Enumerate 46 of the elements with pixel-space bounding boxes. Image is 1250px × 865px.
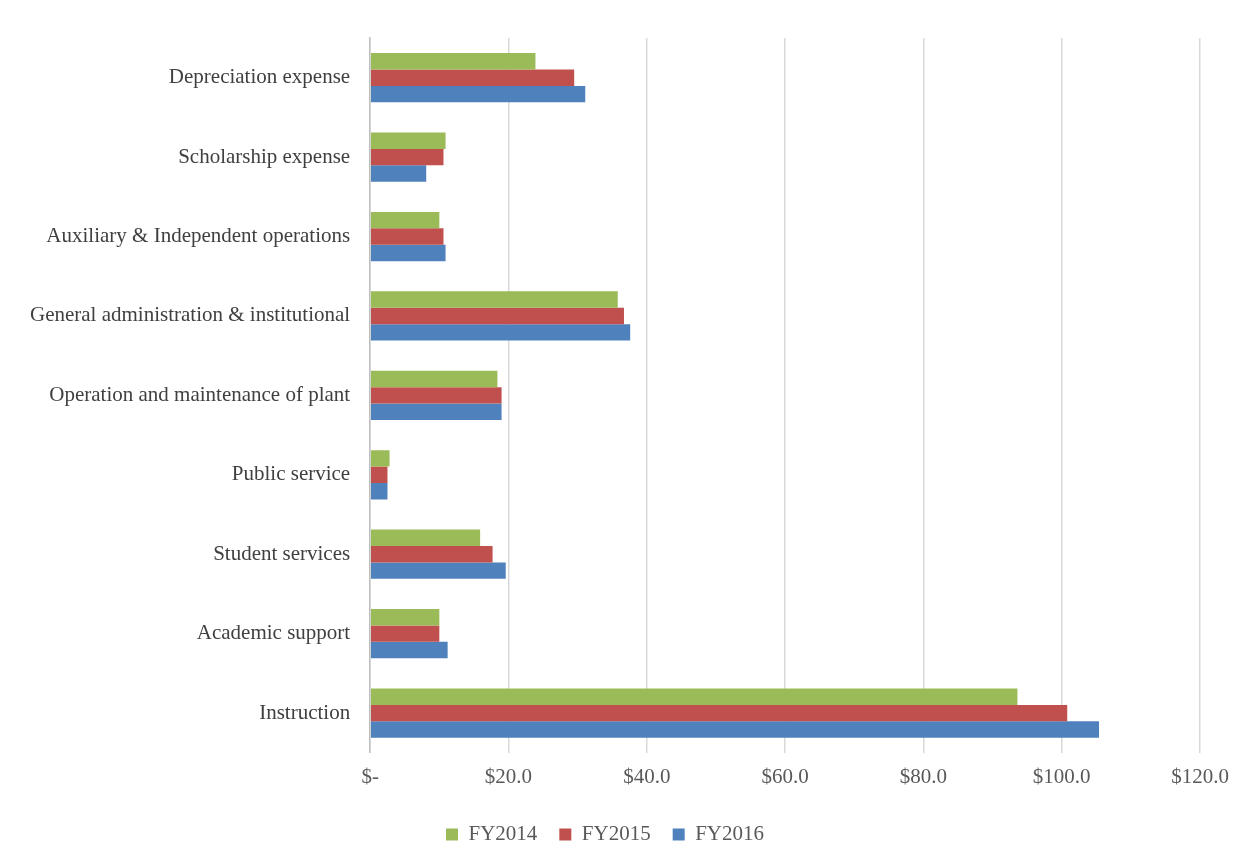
bar xyxy=(370,562,506,579)
bar xyxy=(370,291,618,308)
y-tick-label: Public service xyxy=(231,461,351,486)
bar xyxy=(370,324,631,341)
x-tick-label: $80.0 xyxy=(899,763,948,788)
y-tick-label: Instruction xyxy=(259,699,351,724)
x-tick-label: $- xyxy=(361,763,379,788)
bar xyxy=(370,370,498,388)
bar xyxy=(370,625,440,642)
x-tick-label: $40.0 xyxy=(623,763,671,788)
bar xyxy=(370,228,444,245)
bar xyxy=(370,307,624,325)
bar xyxy=(370,704,1068,722)
y-tick-label: General administration & institutional xyxy=(29,302,351,327)
x-tick-label: $120.0 xyxy=(1171,763,1229,788)
y-tick-label: Operation and maintenance of plant xyxy=(49,381,351,406)
bar xyxy=(370,688,1018,705)
bar xyxy=(370,450,390,467)
bar xyxy=(370,148,444,166)
x-tick-label: $20.0 xyxy=(484,763,533,788)
bar xyxy=(370,69,575,86)
legend-label: FY2014 xyxy=(468,821,538,846)
bar xyxy=(370,244,446,262)
bar xyxy=(370,403,502,421)
x-tick-label: $60.0 xyxy=(761,763,809,788)
bar xyxy=(370,529,481,547)
y-tick-label: Depreciation expense xyxy=(168,64,351,89)
bar xyxy=(370,483,388,500)
bar xyxy=(370,609,440,626)
bar xyxy=(370,211,440,229)
bar xyxy=(370,85,586,103)
y-tick-label: Scholarship expense xyxy=(178,143,351,168)
bar xyxy=(370,466,388,484)
y-tick-label: Auxiliary & Independent operations xyxy=(46,223,351,248)
x-tick-label: $100.0 xyxy=(1032,763,1091,788)
bar xyxy=(370,165,427,182)
bar xyxy=(370,546,493,563)
bar xyxy=(370,132,446,149)
bar xyxy=(370,721,1100,738)
bar xyxy=(370,387,502,404)
y-tick-label: Student services xyxy=(213,540,351,565)
bar xyxy=(370,641,448,659)
legend-label: FY2016 xyxy=(695,821,765,846)
y-tick-label: Academic support xyxy=(196,620,351,645)
bar xyxy=(370,53,536,70)
legend-label: FY2015 xyxy=(581,821,651,846)
